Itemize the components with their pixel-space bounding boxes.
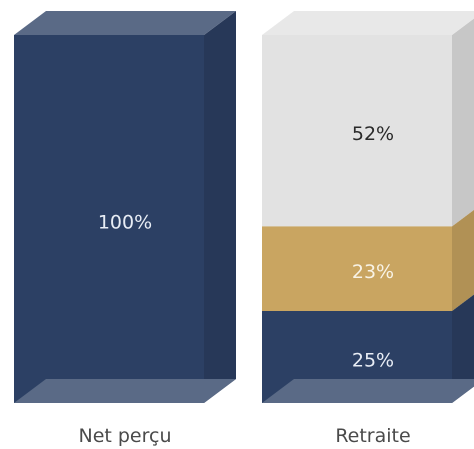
category-label: Net perçu <box>78 425 171 447</box>
category-label: Retraite <box>335 425 410 447</box>
segment-front-face <box>14 35 204 403</box>
segment-side-face <box>452 294 474 403</box>
bar-segment <box>14 11 236 403</box>
segment-side-face <box>452 18 474 227</box>
data-label: 52% <box>352 123 394 145</box>
data-label: 25% <box>352 350 394 372</box>
segment-front-face <box>262 226 452 311</box>
bars-layer <box>14 11 474 403</box>
bar-segment <box>262 11 474 227</box>
bar-1 <box>262 11 474 403</box>
bar-floor <box>14 379 236 403</box>
segment-side-face <box>204 11 236 403</box>
bar-floor <box>262 379 474 403</box>
segment-side-face <box>452 209 474 311</box>
segment-top-face <box>14 11 236 35</box>
segment-top-face <box>262 11 474 35</box>
data-label: 100% <box>98 212 152 234</box>
labels-layer: 100% Net perçu 25% 23% 52% Retraite <box>78 123 410 447</box>
segment-front-face <box>262 35 452 227</box>
data-label: 23% <box>352 261 394 283</box>
bar-0 <box>14 11 236 403</box>
